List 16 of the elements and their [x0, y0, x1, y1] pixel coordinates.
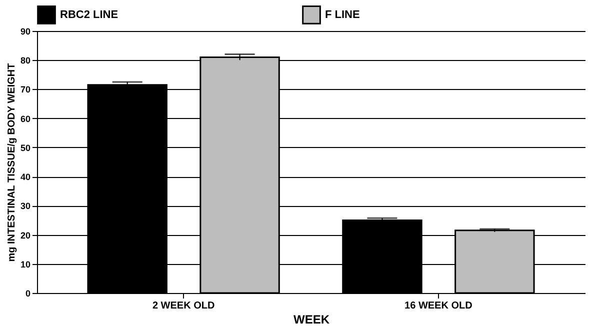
- y-tick-label: 0: [25, 288, 30, 298]
- x-tick-label: 2 WEEK OLD: [152, 300, 215, 312]
- y-tick-label: 40: [20, 172, 30, 182]
- x-tick-label: 16 WEEK OLD: [404, 300, 472, 312]
- y-tick-label: 30: [20, 201, 30, 212]
- x-axis-title: WEEK: [294, 312, 330, 326]
- y-tick-label: 10: [20, 259, 30, 270]
- y-tick-label: 60: [20, 114, 30, 124]
- y-tick-label: 20: [20, 230, 30, 240]
- legend-label: F LINE: [325, 8, 360, 21]
- y-tick-label: 70: [20, 84, 30, 95]
- y-tick-label: 50: [20, 142, 30, 153]
- y-axis-title: mg INTESTINAL TISSUE/g BODY WEIGHT: [6, 63, 18, 262]
- legend-label: RBC2 LINE: [60, 8, 118, 21]
- y-tick-label: 90: [20, 26, 30, 36]
- y-tick-label: 80: [20, 56, 30, 66]
